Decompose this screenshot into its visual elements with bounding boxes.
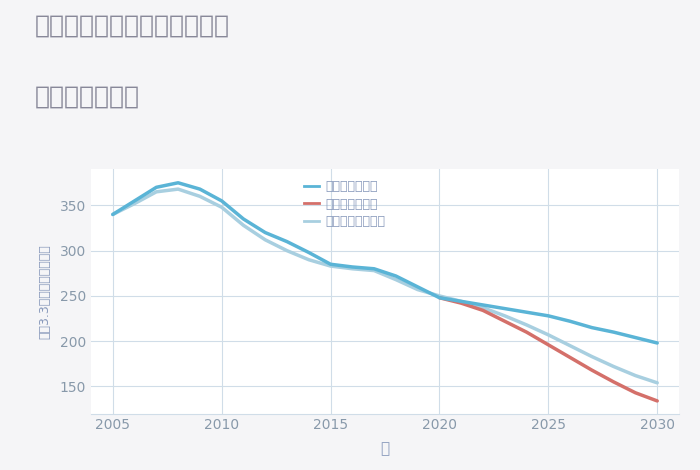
X-axis label: 年: 年 — [380, 441, 390, 456]
Text: 東京都中央区日本橋人形町の: 東京都中央区日本橋人形町の — [35, 14, 230, 38]
Y-axis label: 坪（3.3㎡）単価（万円）: 坪（3.3㎡）単価（万円） — [38, 244, 51, 339]
Legend: グッドシナリオ, バッドシナリオ, ノーマルシナリオ: グッドシナリオ, バッドシナリオ, ノーマルシナリオ — [300, 175, 391, 233]
Text: 土地の価格推移: 土地の価格推移 — [35, 85, 140, 109]
